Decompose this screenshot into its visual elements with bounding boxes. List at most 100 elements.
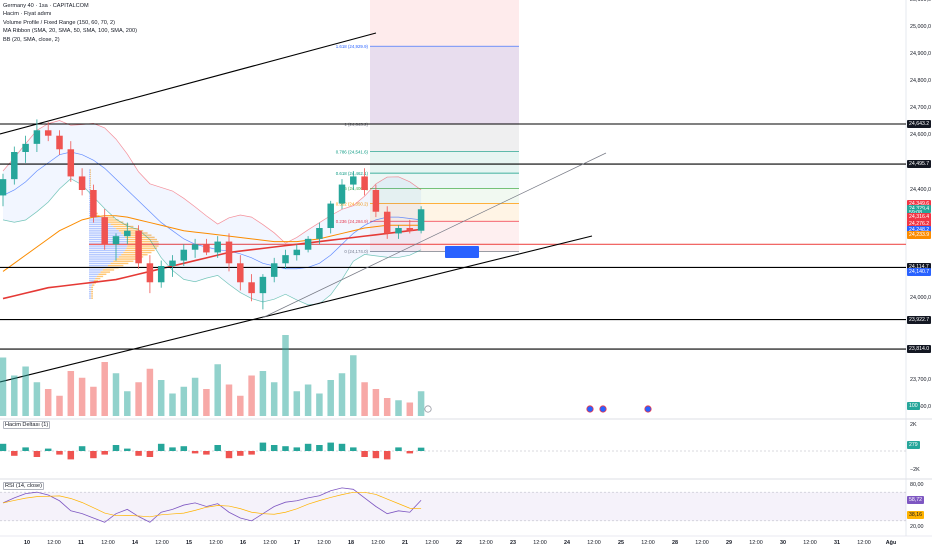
time-tick-label: 12:00 (425, 540, 439, 546)
price-tick-label: 23,700,0 (910, 376, 931, 383)
rsi-last-tag: 58,72 (907, 496, 924, 505)
delta-bar (180, 446, 188, 451)
candle-body (372, 190, 380, 212)
profile-bar-down (91, 295, 93, 297)
volume-bar (203, 389, 210, 416)
bb-upper (2, 120, 422, 244)
candle-body (304, 238, 312, 250)
candle-body (259, 276, 267, 294)
delta-bar (237, 451, 244, 456)
profile-bar-up (89, 204, 91, 206)
candle-body (124, 230, 131, 237)
profile-bar-up (89, 201, 91, 204)
bb-lower (2, 178, 422, 306)
delta-bar (417, 447, 425, 451)
event-marker-icon[interactable] (599, 405, 607, 413)
price-tag: 59:08 (907, 209, 924, 218)
profile-bar-up (89, 175, 91, 178)
profile-bar-up (89, 197, 91, 199)
candle-body (327, 203, 334, 228)
candle-body (67, 149, 75, 177)
profile-bar-down (91, 284, 95, 286)
event-marker-icon[interactable] (424, 405, 432, 413)
profile-bar-down (107, 221, 124, 223)
legend-volume[interactable]: Hacim · Fiyat adımı (3, 11, 52, 18)
profile-bar-up (89, 217, 103, 219)
profile-bar-down (118, 230, 144, 232)
volume-bar (270, 382, 278, 416)
profile-bar-up (89, 195, 91, 197)
legend-ma-ribbon[interactable]: MA Ribbon (SMA, 20, SMA, 50, SMA, 100, S… (3, 28, 137, 35)
profile-bar-up (89, 180, 91, 182)
delta-bar (406, 451, 414, 454)
profile-bar-up (89, 295, 92, 297)
candle-body (44, 130, 52, 136)
profile-bar-down (113, 225, 134, 228)
profile-bar-up (89, 221, 108, 223)
legend-volume-profile[interactable]: Volume Profile / Fixed Range (150, 60, 7… (3, 19, 115, 26)
price-tick-label: 24,400,0 (910, 186, 931, 193)
profile-bar-down (105, 219, 119, 221)
rsi-pane-title[interactable]: RSI (14, close) (3, 482, 44, 490)
volume-bar (293, 391, 301, 416)
time-tick-label: 12:00 (587, 540, 601, 546)
legend-symbol[interactable]: Germany 40 · 1sa · CAPITALCOM (3, 3, 89, 9)
profile-bar-down (91, 288, 93, 291)
position-box (445, 246, 479, 258)
price-tag: 24,643.2 (907, 119, 932, 128)
profile-bar-down (102, 269, 115, 271)
price-tick-label: 23,600,0 (910, 403, 931, 410)
rsi-tick-bottom: 20,00 (910, 524, 924, 530)
profile-bar-up (89, 277, 96, 280)
candle-body (101, 217, 108, 245)
rsi-layer (0, 487, 906, 523)
delta-pane-title[interactable]: Hacim Deltası (1) (3, 421, 51, 429)
volume-bar (338, 373, 346, 416)
candle-body (225, 241, 233, 264)
profile-bar-down (90, 169, 91, 171)
volume-bar (237, 395, 244, 416)
rsi-band (0, 492, 906, 521)
delta-bar (90, 451, 97, 459)
candle-body (90, 190, 97, 218)
volume-bar (327, 380, 334, 416)
delta-bar (203, 451, 210, 455)
event-marker-layer[interactable] (424, 405, 652, 413)
event-marker-icon[interactable] (586, 405, 594, 413)
price-tag: 24,233.9 (907, 230, 932, 239)
candle-body (395, 228, 402, 234)
delta-bar (135, 451, 142, 456)
profile-bar-down (90, 175, 91, 178)
delta-bar (157, 443, 165, 451)
candle-body (248, 282, 255, 294)
profile-bar-down (127, 245, 159, 247)
volume-bar (56, 395, 63, 416)
delta-bar (146, 451, 154, 457)
fib-label: 0.618 (24,462.1) (336, 171, 369, 176)
volume-bar (11, 375, 18, 416)
event-marker-icon[interactable] (644, 405, 652, 413)
price-tag: 24,140.7 (907, 267, 932, 276)
profile-bar-down (90, 184, 91, 186)
profile-bar-down (90, 178, 91, 180)
profile-bar-up (89, 264, 108, 267)
price-tick-label: 25,000,0 (910, 23, 931, 30)
delta-bar (22, 447, 29, 451)
profile-bar-up (89, 186, 91, 189)
volume-bar (350, 355, 357, 416)
volume-bar (361, 382, 368, 416)
profile-bar-up (89, 188, 91, 191)
volume-bar (316, 393, 323, 416)
time-tick-label: 21 (402, 540, 408, 546)
profile-bar-up (89, 297, 92, 299)
profile-bar-up (89, 269, 103, 271)
fib-zone (370, 123, 519, 152)
legend-bollinger[interactable]: BB (20, SMA, close, 2) (3, 36, 60, 43)
time-tick-label: 12:00 (263, 540, 277, 546)
volume-bar (372, 389, 380, 416)
price-tick-label: 24,800,0 (910, 77, 931, 84)
rsi-ma-tag: 38,16 (907, 510, 924, 519)
moving-average-layer (2, 215, 422, 300)
candle-body (338, 184, 346, 204)
